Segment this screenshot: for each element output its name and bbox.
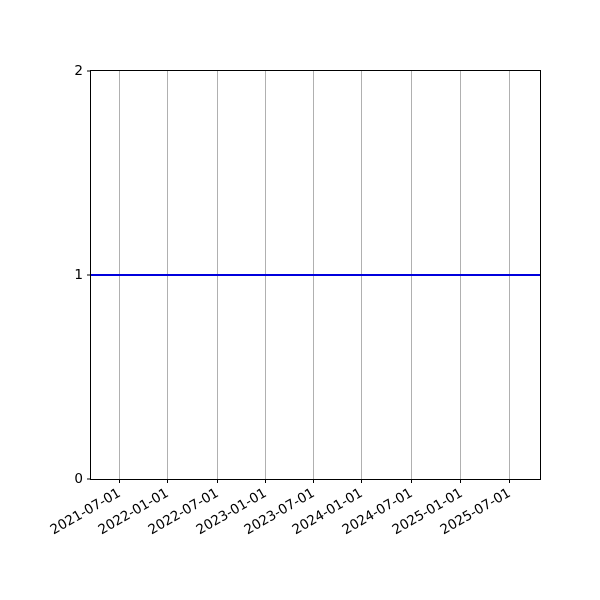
x-tick-mark xyxy=(460,479,462,483)
y-tick-label: 1 xyxy=(74,267,83,283)
y-tick-mark xyxy=(87,70,91,72)
x-tick-mark xyxy=(508,479,510,483)
x-tick-mark xyxy=(264,479,266,483)
y-tick-label: 2 xyxy=(74,63,83,79)
x-tick-mark xyxy=(312,479,314,483)
plot-area: 2021-07-01 2022-01-01 2022-07-01 2023-01-01… xyxy=(47,63,541,538)
x-tick-mark xyxy=(216,479,218,483)
x-tick-mark xyxy=(166,479,168,483)
y-tick-label: 0 xyxy=(74,471,83,487)
y-tick-mark xyxy=(87,274,91,276)
y-tick-mark xyxy=(87,478,91,480)
x-tick-mark xyxy=(360,479,362,483)
x-tick-mark xyxy=(410,479,412,483)
data-line-constant-series xyxy=(91,274,540,276)
x-tick-mark xyxy=(118,479,120,483)
